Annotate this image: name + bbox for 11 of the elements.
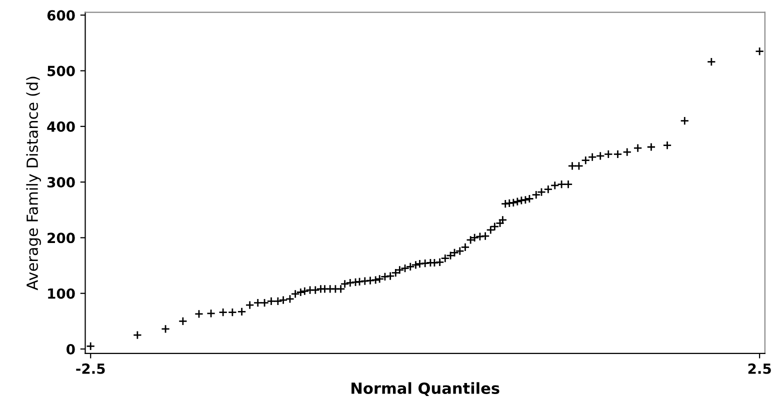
x-axis-title: Normal Quantiles bbox=[352, 382, 500, 396]
y-tick-label: 200 bbox=[48, 232, 75, 244]
y-tick-label: 600 bbox=[47, 10, 75, 21]
x-tick-label: 2.5 bbox=[748, 363, 771, 374]
y-tick-label: 300 bbox=[47, 177, 75, 188]
y-axis-title: Average Family Distance (d) bbox=[26, 76, 41, 290]
y-tick-label: 0 bbox=[66, 344, 75, 354]
y-tick-label: 500 bbox=[48, 66, 75, 76]
x-tick-label: -2.5 bbox=[76, 363, 105, 374]
y-tick-label: 400 bbox=[47, 121, 75, 132]
y-tick-label: 100 bbox=[48, 288, 75, 299]
